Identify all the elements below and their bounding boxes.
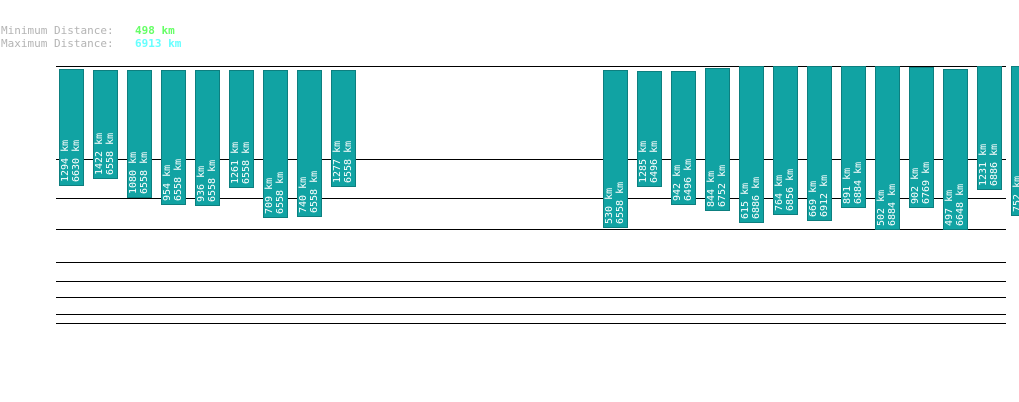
bar-group: 1080 km 6558 km (127, 70, 152, 198)
bar-group: 615 km 6886 km (739, 66, 764, 223)
bar-max-label: 6558 km (241, 142, 252, 184)
bar-max-label: 6496 km (683, 159, 694, 201)
bar-min-label: 669 km (808, 181, 819, 217)
bar-min-label: 1277 km (332, 141, 343, 183)
bar (229, 70, 254, 188)
bar (195, 70, 220, 206)
bar-max-label: 6752 km (717, 165, 728, 207)
bar-group: 709 km 6558 km (263, 70, 288, 218)
maximum-distance-label: Maximum Distance: (1, 37, 114, 50)
bar-min-label: 502 km (876, 190, 887, 226)
bar-min-label: 942 km (672, 165, 683, 201)
bar-group: 1422 km 6558 km (93, 70, 118, 179)
bar-group: 844 km 6752 km (705, 68, 730, 211)
bar (807, 66, 832, 221)
bar-group: 764 km 6856 km (773, 66, 798, 215)
bar (331, 70, 356, 187)
bar-group: 1277 km 6558 km (331, 70, 356, 187)
bar-min-label: 936 km (196, 166, 207, 202)
bar (671, 71, 696, 205)
minimum-distance-label: Minimum Distance: (1, 24, 114, 37)
bar-min-label: 764 km (774, 175, 785, 211)
bar-group: 954 km 6558 km (161, 70, 186, 205)
bar (705, 68, 730, 211)
bar-max-label: 6558 km (615, 182, 626, 224)
bar-min-label: 1261 km (230, 142, 241, 184)
bar-max-label: 6558 km (275, 172, 286, 214)
bar-group: 902 km 6769 km (909, 67, 934, 208)
bar (161, 70, 186, 205)
bar-min-label: 954 km (162, 165, 173, 201)
bar (297, 70, 322, 217)
bar (93, 70, 118, 179)
bar-max-label: 6496 km (649, 141, 660, 183)
bar (739, 66, 764, 223)
bar-group: 936 km 6558 km (195, 70, 220, 206)
bar-min-label: 891 km (842, 168, 853, 204)
maximum-distance-value: 6913 km (135, 37, 182, 50)
bar-min-label: 1422 km (94, 133, 105, 175)
bar-group: 669 km 6912 km (807, 66, 832, 221)
bar-group: 1294 km 6630 km (59, 69, 84, 186)
bar-group: 1231 km 6886 km (977, 66, 1002, 190)
bar-min-label: 497 km (944, 190, 955, 226)
bar (875, 66, 900, 230)
bar-min-label: 1080 km (128, 152, 139, 194)
bar-group: 740 km 6558 km (297, 70, 322, 217)
bar-min-label: 1294 km (60, 140, 71, 182)
bar (263, 70, 288, 218)
bar-max-label: 6884 km (887, 184, 898, 226)
bar-max-label: 6912 km (819, 175, 830, 217)
bar-max-label: 6856 km (785, 169, 796, 211)
bar-max-label: 6630 km (71, 140, 82, 182)
bar-group: 497 km 6648 km (943, 69, 968, 230)
bar-max-label: 6558 km (309, 171, 320, 213)
bar-max-label: 6558 km (207, 160, 218, 202)
bar-max-label: 6886 km (751, 177, 762, 219)
bar-group: 891 km 6884 km (841, 66, 866, 208)
bar-min-label: 752 km (1012, 176, 1019, 212)
bar (603, 70, 628, 228)
bar-group: 502 km 6884 km (875, 66, 900, 230)
bar (127, 70, 152, 198)
distance-summary: Minimum Distance: 498 km Maximum Distance… (1, 24, 181, 50)
bars: 1294 km 6630 km 1422 km 6558 km 1080 km 6558 … (59, 66, 1019, 230)
bar-min-label: 530 km (604, 188, 615, 224)
bar-max-label: 6558 km (139, 152, 150, 194)
bar (59, 69, 84, 186)
bar-max-label: 6558 km (105, 133, 116, 175)
minimum-distance-row: Minimum Distance: 498 km (1, 24, 181, 37)
bar (1011, 66, 1019, 216)
bar (773, 66, 798, 215)
bar (977, 66, 1002, 190)
bar-min-label: 709 km (264, 178, 275, 214)
bar (943, 69, 968, 230)
bar-min-label: 615 km (740, 183, 751, 219)
bar (841, 66, 866, 208)
bar-group: 1261 km 6558 km (229, 70, 254, 188)
bar-max-label: 6769 km (921, 162, 932, 204)
bar-min-label: 1285 km (638, 141, 649, 183)
bar-max-label: 6558 km (173, 159, 184, 201)
bar-max-label: 6884 km (853, 162, 864, 204)
bar-min-label: 902 km (910, 168, 921, 204)
bar-min-label: 1231 km (978, 144, 989, 186)
bar (637, 71, 662, 187)
bar-max-label: 6648 km (955, 184, 966, 226)
bar-min-label: 844 km (706, 171, 717, 207)
minimum-distance-value: 498 km (135, 24, 175, 37)
gridlines (56, 66, 1006, 324)
bar-max-label: 6558 km (343, 141, 354, 183)
bar (909, 67, 934, 208)
bar-group: 530 km 6558 km (603, 70, 628, 228)
bar-group: 942 km 6496 km (671, 71, 696, 205)
bar-group: 1285 km 6496 km (637, 71, 662, 187)
bar-max-label: 6886 km (989, 144, 1000, 186)
maximum-distance-row: Maximum Distance: 6913 km (1, 37, 181, 50)
bar-min-label: 740 km (298, 177, 309, 213)
